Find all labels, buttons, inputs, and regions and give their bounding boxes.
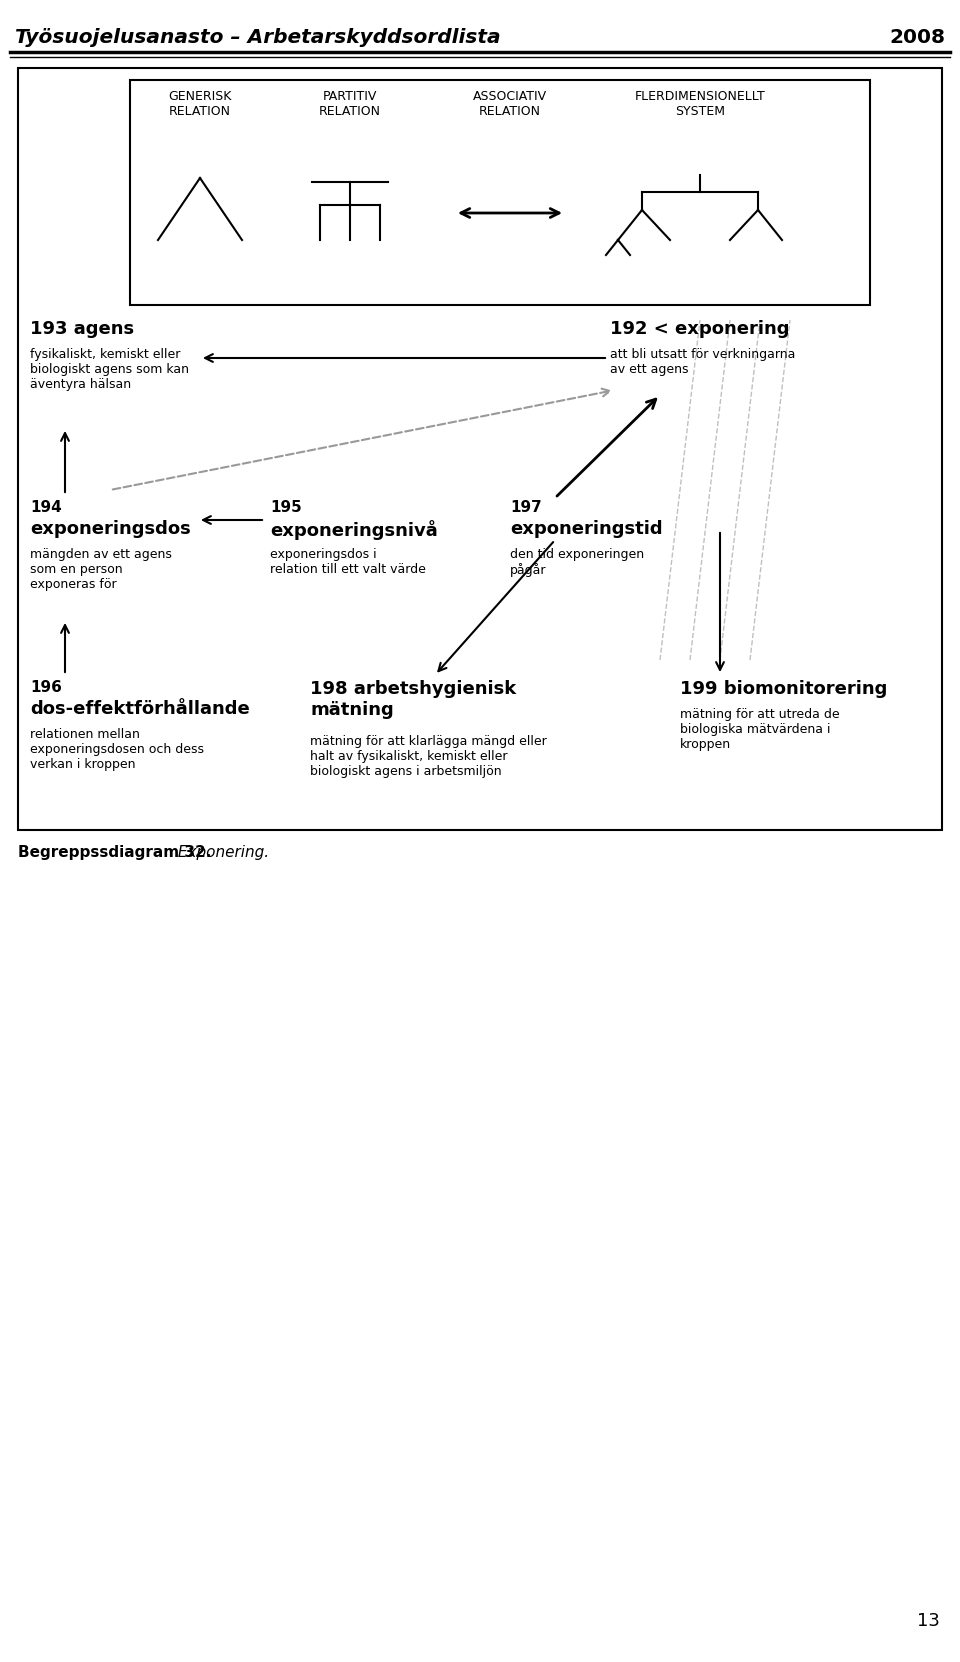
Text: 195: 195 [270, 500, 301, 515]
Text: FLERDIMENSIONELLT
SYSTEM: FLERDIMENSIONELLT SYSTEM [635, 90, 765, 118]
Text: PARTITIV
RELATION: PARTITIV RELATION [319, 90, 381, 118]
Text: exponeringsdos i
relation till ett valt värde: exponeringsdos i relation till ett valt … [270, 548, 426, 577]
Text: 2008: 2008 [889, 28, 945, 47]
Text: att bli utsatt för verkningarna
av ett agens: att bli utsatt för verkningarna av ett a… [610, 347, 796, 376]
Text: ASSOCIATIV
RELATION: ASSOCIATIV RELATION [473, 90, 547, 118]
Text: mängden av ett agens
som en person
exponeras för: mängden av ett agens som en person expon… [30, 548, 172, 592]
Bar [18, 68, 942, 829]
Text: den tid exponeringen
pågår: den tid exponeringen pågår [510, 548, 644, 577]
Text: mätning för att utreda de
biologiska mätvärdena i
kroppen: mätning för att utreda de biologiska mät… [680, 708, 840, 751]
Text: 196: 196 [30, 680, 61, 695]
Text: 13: 13 [917, 1612, 940, 1630]
Text: fysikaliskt, kemiskt eller
biologiskt agens som kan
äventyra hälsan: fysikaliskt, kemiskt eller biologiskt ag… [30, 347, 189, 391]
Text: mätning för att klarlägga mängd eller
halt av fysikaliskt, kemiskt eller
biologi: mätning för att klarlägga mängd eller ha… [310, 735, 547, 778]
Text: 198 arbetshygienisk
mätning: 198 arbetshygienisk mätning [310, 680, 516, 718]
Text: exponeringsnivå: exponeringsnivå [270, 520, 438, 540]
Text: GENERISK
RELATION: GENERISK RELATION [168, 90, 231, 118]
Text: Exponering.: Exponering. [173, 844, 269, 859]
Text: 194: 194 [30, 500, 61, 515]
Bar [130, 80, 870, 306]
Text: relationen mellan
exponeringsdosen och dess
verkan i kroppen: relationen mellan exponeringsdosen och d… [30, 728, 204, 771]
Text: Työsuojelusanasto – Arbetarskyddsordlista: Työsuojelusanasto – Arbetarskyddsordlist… [15, 28, 500, 47]
Text: dos-effektförhållande: dos-effektförhållande [30, 700, 250, 718]
Text: Begreppssdiagram 32.: Begreppssdiagram 32. [18, 844, 211, 859]
Text: 192 < exponering: 192 < exponering [610, 321, 789, 337]
Text: 193 agens: 193 agens [30, 321, 134, 337]
Text: 197: 197 [510, 500, 541, 515]
Text: exponeringsdos: exponeringsdos [30, 520, 191, 538]
Text: 199 biomonitorering: 199 biomonitorering [680, 680, 887, 698]
Text: exponeringstid: exponeringstid [510, 520, 662, 538]
